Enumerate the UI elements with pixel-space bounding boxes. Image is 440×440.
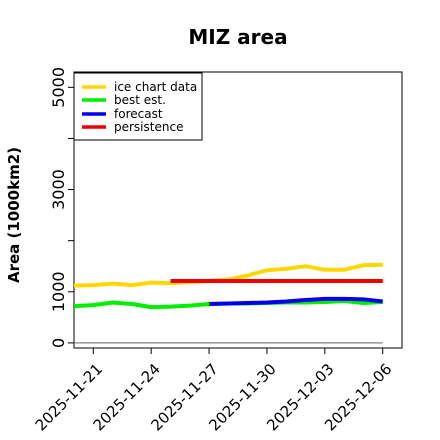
legend-label-forecast: forecast — [114, 107, 163, 121]
legend-label-persistence: persistence — [114, 120, 183, 134]
legend-entry-best-est: best est. — [82, 93, 166, 107]
plot-frame — [73, 71, 403, 349]
chart-title: MIZ area — [188, 25, 287, 49]
y-tick-label: 0 — [49, 338, 68, 348]
y-tick-label: 1000 — [49, 271, 68, 312]
y-axis: 0 1000 3000 5000 — [49, 67, 74, 348]
legend-entry-ice-chart-data: ice chart data — [82, 80, 197, 94]
legend-box — [73, 72, 203, 141]
legend-entry-persistence: persistence — [82, 120, 183, 134]
legend-entry-forecast: forecast — [82, 107, 163, 121]
y-tick-label: 3000 — [49, 169, 68, 210]
x-axis: 2025-11-212025-11-242025-11-272025-11-30… — [32, 348, 395, 434]
legend-label-best-est: best est. — [114, 93, 166, 107]
legend-label-ice-chart-data: ice chart data — [114, 80, 197, 94]
series-layer — [73, 262, 383, 310]
legend: ice chart data best est. forecast persis… — [73, 72, 203, 141]
y-tick-label: 5000 — [49, 67, 68, 108]
series-line-forecast — [209, 296, 383, 306]
y-axis-label: Area (1000km2) — [5, 147, 23, 283]
